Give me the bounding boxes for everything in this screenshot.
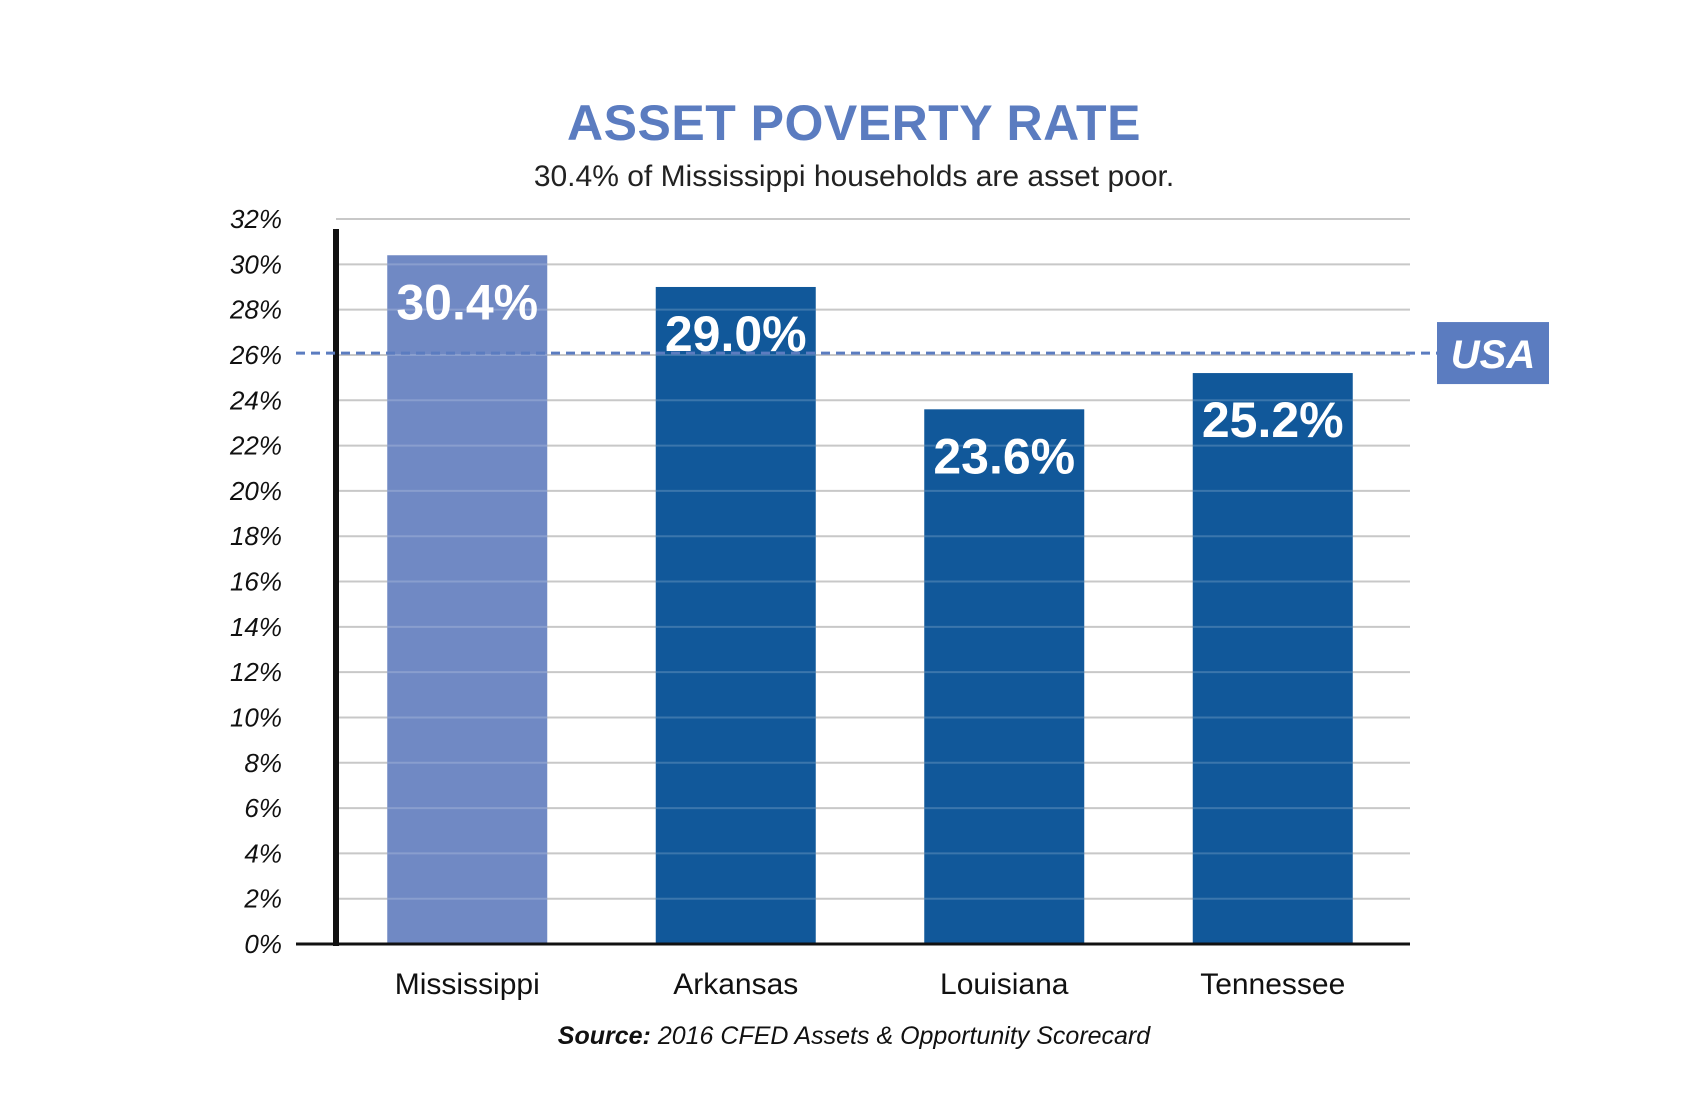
y-tick-label: 4% xyxy=(244,838,282,868)
y-tick-label: 32% xyxy=(230,204,282,234)
y-tick-label: 24% xyxy=(229,385,282,415)
y-tick-label: 18% xyxy=(230,521,282,551)
y-tick-label: 10% xyxy=(230,702,282,732)
usa-badge xyxy=(1437,322,1549,385)
y-tick-label: 30% xyxy=(230,249,282,279)
y-tick-label: 28% xyxy=(229,295,282,325)
x-category-label: Louisiana xyxy=(940,968,1069,1001)
y-tick-label: 16% xyxy=(230,567,282,597)
bar xyxy=(924,409,1085,944)
bar-value-label: 30.4% xyxy=(396,274,538,330)
y-tick-label: 8% xyxy=(244,748,282,778)
y-tick-label: 6% xyxy=(244,793,282,823)
chart-subtitle: 30.4% of Mississippi households are asse… xyxy=(533,160,1175,193)
bar-value-label: 25.2% xyxy=(1202,392,1344,448)
source-label: Source: xyxy=(557,1022,651,1050)
y-tick-label: 14% xyxy=(230,612,282,642)
y-tick-label: 22% xyxy=(229,431,282,461)
y-tick-label: 20% xyxy=(229,476,282,506)
x-category-label: Mississippi xyxy=(395,968,540,1001)
bar xyxy=(1192,373,1353,944)
usa-label: USA xyxy=(1451,333,1535,377)
bar-value-label: 23.6% xyxy=(933,428,1075,484)
chart-title: ASSET POVERTY RATE xyxy=(567,95,1141,151)
bar xyxy=(655,286,816,944)
y-tick-label: 0% xyxy=(244,929,282,959)
x-category-label: Arkansas xyxy=(673,968,798,1001)
y-tick-label: 2% xyxy=(243,884,282,914)
y-tick-label: 26% xyxy=(229,340,282,370)
source-text: 2016 CFED Assets & Opportunity Scorecard xyxy=(657,1022,1151,1050)
source-note: Source: 2016 CFED Assets & Opportunity S… xyxy=(0,1022,1708,1051)
bar xyxy=(387,255,548,944)
y-tick-label: 12% xyxy=(230,657,282,687)
x-category-label: Tennessee xyxy=(1200,968,1345,1001)
